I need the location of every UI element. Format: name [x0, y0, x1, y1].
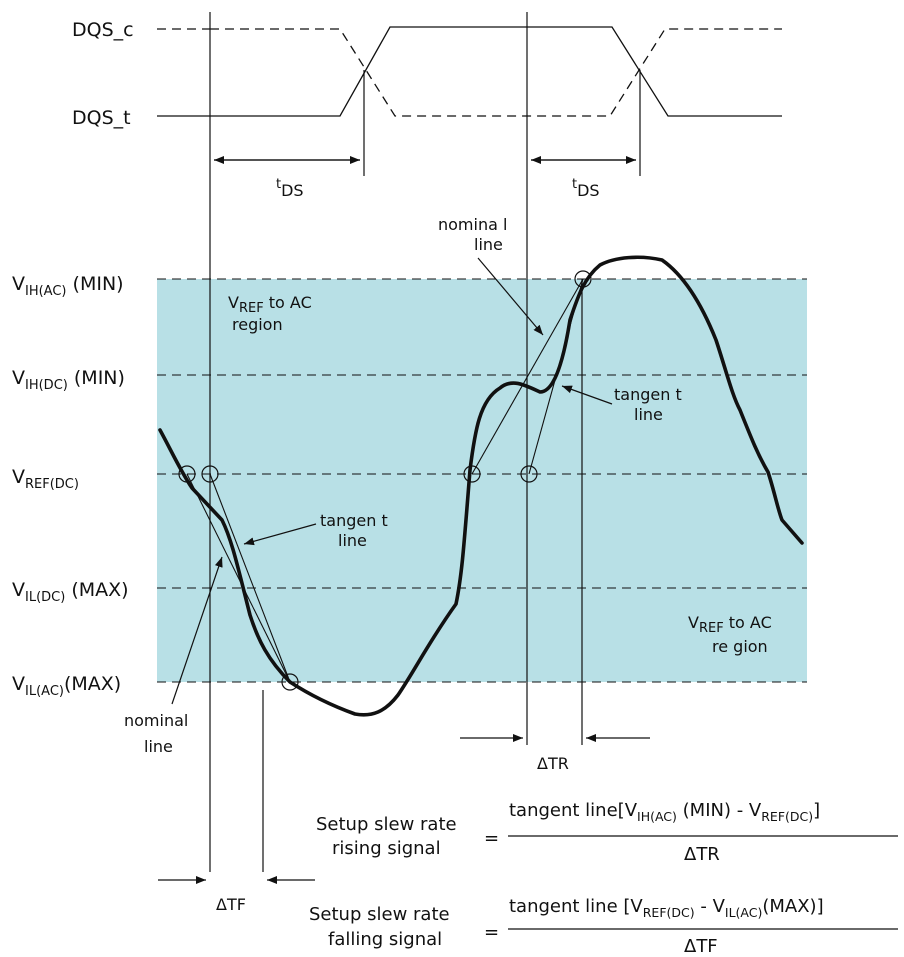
tangent-left-label-line2: line [338, 531, 367, 550]
nominal-bottom-label-line1: nominal [124, 711, 188, 730]
dqs-t-label: DQS_t [72, 107, 131, 129]
vil-dc-label: VIL(DC) (MAX) [12, 579, 129, 605]
rising-formula-equals: = [484, 828, 499, 849]
rising-formula-label-line2: rising signal [332, 838, 441, 859]
vih-dc-label: VIH(DC) (MIN) [12, 367, 125, 393]
rising-formula-denominator: ΔTR [684, 844, 720, 865]
dqs-t-waveform [157, 27, 782, 116]
nominal-top-label-line1: nomina l [438, 215, 507, 234]
delta-tf-label: ΔTF [216, 895, 246, 914]
vref-dc-label: VREF(DC) [12, 466, 79, 492]
rising-formula-numerator: tangent line[VIH(AC) (MIN) - VREF(DC)] [509, 800, 820, 824]
vil-ac-label: VIL(AC)(MAX) [12, 673, 121, 699]
falling-formula-equals: = [484, 922, 499, 943]
vih-ac-label: VIH(AC) (MIN) [12, 273, 124, 299]
tangent-left-label-line1: tangen t [320, 511, 388, 530]
dqs-c-label: DQS_c [72, 19, 134, 41]
upper-region-label-line2: region [232, 315, 283, 334]
tds-label-left: tDS [276, 177, 304, 200]
nominal-top-label-line2: line [474, 235, 503, 254]
falling-formula-numerator: tangent line [VREF(DC) - VIL(AC)(MAX)] [509, 896, 824, 920]
delta-tr-label: ΔTR [537, 754, 569, 773]
tds-label-right: tDS [572, 177, 600, 200]
rising-formula-label-line1: Setup slew rate [316, 814, 457, 835]
falling-formula-label-line1: Setup slew rate [309, 904, 450, 925]
lower-region-label-line2: re gion [712, 637, 768, 656]
tangent-right-label-line1: tangen t [614, 385, 682, 404]
tangent-right-label-line2: line [634, 405, 663, 424]
falling-formula-denominator: ΔTF [684, 936, 718, 957]
dqs-c-waveform [210, 29, 782, 116]
nominal-bottom-label-line2: line [144, 737, 173, 756]
falling-formula-label-line2: falling signal [328, 929, 442, 950]
